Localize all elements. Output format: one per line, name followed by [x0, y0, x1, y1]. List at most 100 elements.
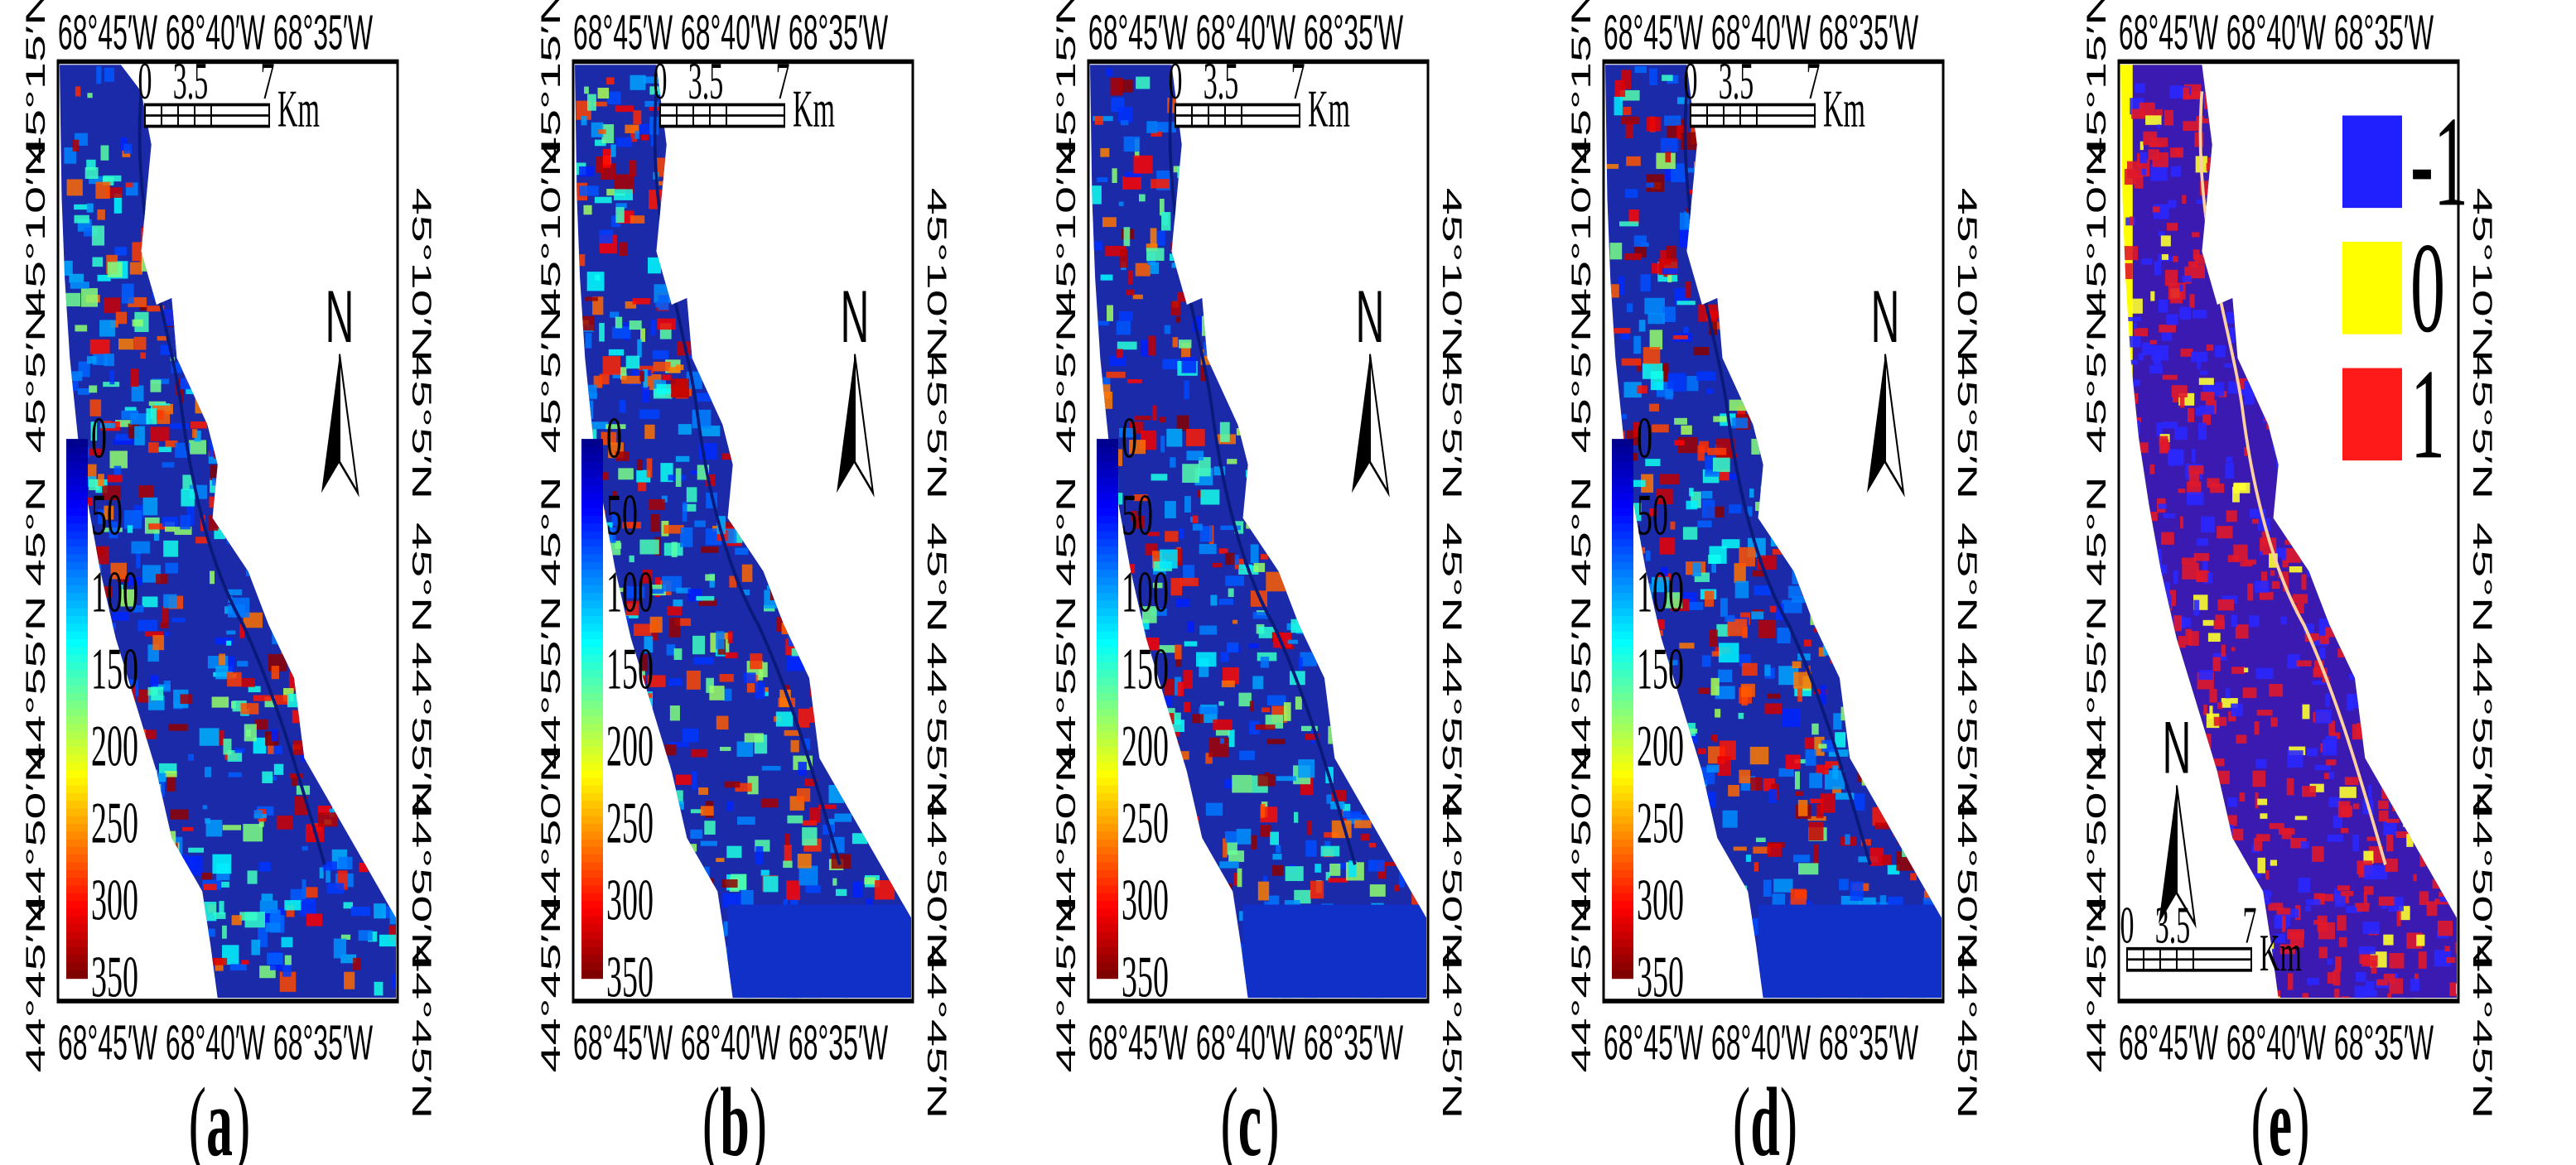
lat-tick-right: 45°5′N — [1952, 353, 1981, 499]
lon-tick-bottom: 68°35′W — [1819, 1016, 1918, 1071]
scale-bar — [1690, 103, 1816, 128]
lat-tick-right: 45°N — [922, 522, 951, 633]
lat-tick-right: 44°45′N — [2467, 945, 2496, 1119]
colorbar-label: 200 — [91, 714, 138, 778]
colorbar-label: 100 — [1122, 560, 1169, 624]
legend-swatch — [2342, 115, 2402, 209]
scale-tick: 3.5 — [688, 52, 724, 110]
lat-tick-right: 44°55′N — [2467, 642, 2496, 816]
scale-tick: 3.5 — [2155, 896, 2191, 954]
lon-tick-top: 68°45′W — [58, 6, 157, 60]
lon-tick-bottom: 68°40′W — [166, 1016, 265, 1071]
lon-tick-bottom: 68°45′W — [1088, 1016, 1188, 1071]
scale-unit: Km — [1308, 79, 1350, 137]
colorbar-label: 150 — [1637, 637, 1684, 701]
lat-tick-right: 44°55′N — [1952, 642, 1981, 816]
colorbar-label: 250 — [1637, 791, 1684, 855]
scale-tick: 3.5 — [1719, 52, 1754, 110]
lon-tick-top: 68°35′W — [2334, 6, 2434, 60]
lat-tick-right: 44°50′N — [1437, 793, 1466, 967]
legend-label: 1 — [2410, 343, 2445, 486]
lat-tick-right: 44°50′N — [2467, 793, 2496, 967]
scale-tick: 0 — [653, 52, 667, 110]
lat-tick-left: 44°55′N — [2082, 595, 2111, 769]
lat-tick-left: 44°55′N — [537, 595, 566, 769]
lat-tick-left: 44°45′N — [1052, 898, 1081, 1072]
panel-d: 68°45′W68°45′W68°40′W68°40′W68°35′W68°35… — [1567, 0, 1981, 1165]
colorbar-label: 50 — [91, 483, 123, 547]
scale-tick: 7 — [260, 52, 274, 110]
lat-tick-right: 45°N — [407, 522, 436, 633]
lat-tick-left: 45°15′N — [22, 0, 51, 164]
colorbar-label: 50 — [1122, 483, 1153, 547]
scale-tick: 0 — [137, 52, 152, 110]
lat-tick-left: 45°10′N — [537, 142, 566, 315]
colorbar-label: 250 — [1122, 791, 1169, 855]
lat-tick-right: 44°45′N — [407, 945, 436, 1119]
scale-tick: 0 — [2120, 896, 2134, 954]
lat-tick-right: 45°10′N — [2467, 188, 2496, 362]
colorbar-label: 350 — [606, 945, 654, 1009]
north-label: N — [1871, 276, 1900, 359]
colorbar-label: 250 — [606, 791, 654, 855]
scale-tick: 3.5 — [1204, 52, 1239, 110]
lat-tick-right: 45°N — [1952, 522, 1981, 633]
lon-tick-top: 68°40′W — [1711, 6, 1811, 60]
lat-tick-left: 44°45′N — [537, 898, 566, 1072]
lon-tick-top: 68°40′W — [166, 6, 265, 60]
scale-tick: 7 — [1290, 52, 1305, 110]
lat-tick-left: 45°N — [537, 476, 566, 586]
lon-tick-bottom: 68°40′W — [2226, 1016, 2326, 1071]
lat-tick-left: 45°15′N — [1052, 0, 1081, 164]
colorbar-label: 300 — [1637, 868, 1684, 932]
lat-tick-left: 45°10′N — [1052, 142, 1081, 315]
lon-tick-top: 68°45′W — [573, 6, 673, 60]
legend-swatch — [2342, 368, 2402, 461]
panel-caption: (e) — [2250, 1067, 2309, 1165]
lon-tick-bottom: 68°45′W — [58, 1016, 157, 1071]
lat-tick-left: 45°10′N — [22, 142, 51, 315]
colorbar-label: 350 — [1637, 945, 1684, 1009]
colorbar — [66, 439, 88, 980]
lat-tick-right: 45°5′N — [407, 353, 436, 499]
lat-tick-left: 45°5′N — [1567, 306, 1596, 453]
lon-tick-bottom: 68°35′W — [789, 1016, 888, 1071]
panel-c: 68°45′W68°45′W68°40′W68°40′W68°35′W68°35… — [1052, 0, 1466, 1165]
colorbar-label: 50 — [1637, 483, 1668, 547]
lon-tick-bottom: 68°40′W — [1711, 1016, 1811, 1071]
colorbar-label: 350 — [91, 945, 138, 1009]
colorbar-label: 100 — [1637, 560, 1684, 624]
colorbar-label: 0 — [606, 406, 622, 470]
panel-e: 68°45′W68°45′W68°40′W68°40′W68°35′W68°35… — [2082, 0, 2496, 1165]
scale-tick: 0 — [1683, 52, 1697, 110]
north-label: N — [841, 276, 870, 359]
panel-a: 68°45′W68°45′W68°40′W68°40′W68°35′W68°35… — [22, 0, 436, 1165]
lat-tick-left: 44°45′N — [2082, 898, 2111, 1072]
lon-tick-top: 68°40′W — [1196, 6, 1295, 60]
lon-tick-top: 68°35′W — [1819, 6, 1918, 60]
lon-tick-bottom: 68°35′W — [273, 1016, 373, 1071]
colorbar-label: 0 — [1122, 406, 1137, 470]
lat-tick-right: 44°50′N — [1952, 793, 1981, 967]
legend-label: 0 — [2410, 217, 2445, 360]
colorbar-label: 200 — [1122, 714, 1169, 778]
lon-tick-top: 68°35′W — [789, 6, 888, 60]
north-arrow — [1352, 354, 1390, 498]
lat-tick-left: 44°50′N — [537, 747, 566, 921]
colorbar-label: 100 — [91, 560, 138, 624]
colorbar-label: 200 — [1637, 714, 1684, 778]
lat-tick-right: 45°10′N — [1437, 188, 1466, 362]
lat-tick-left: 44°50′N — [22, 747, 51, 921]
lat-tick-right: 44°55′N — [407, 642, 436, 816]
scale-tick: 7 — [1806, 52, 1820, 110]
lat-tick-left: 44°55′N — [22, 595, 51, 769]
colorbar-label: 300 — [91, 868, 138, 932]
scale-bar — [2126, 946, 2252, 972]
lon-tick-top: 68°45′W — [2119, 6, 2218, 60]
lat-tick-left: 44°45′N — [22, 898, 51, 1072]
colorbar-label: 300 — [606, 868, 654, 932]
north-label: N — [1356, 276, 1385, 359]
lon-tick-bottom: 68°45′W — [573, 1016, 673, 1071]
lon-tick-bottom: 68°45′W — [2119, 1016, 2218, 1071]
